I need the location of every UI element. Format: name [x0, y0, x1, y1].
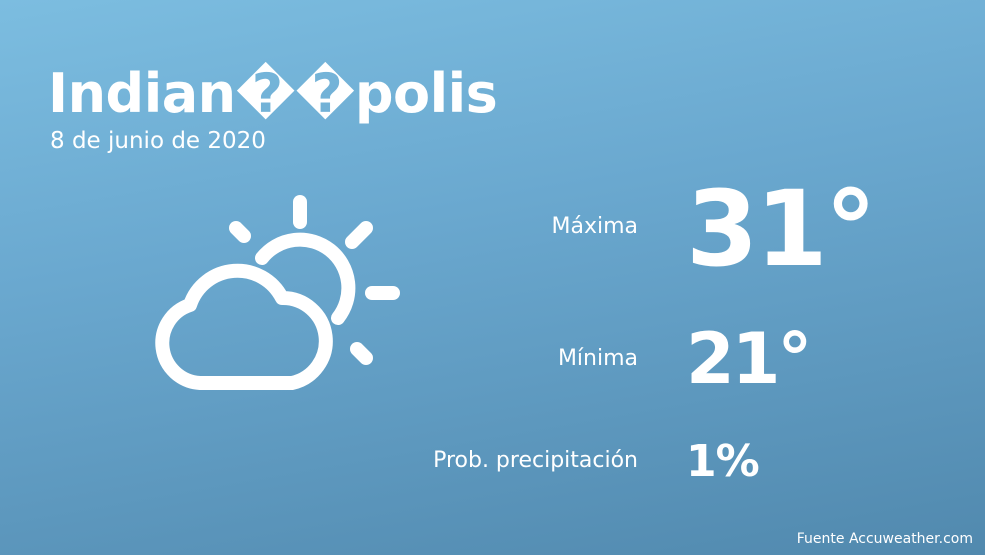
sun-ray [350, 342, 373, 365]
cloud [155, 263, 333, 390]
sun [255, 232, 356, 325]
city-title: Indian��polis [48, 62, 498, 125]
row-label: Máxima [551, 214, 638, 239]
sun-ray [229, 221, 251, 243]
row-value: 21° [686, 318, 812, 400]
row-label: Prob. precipitación [433, 448, 638, 473]
row-value: 1% [686, 436, 760, 487]
sun-ray [345, 221, 373, 249]
row-value: 31° [686, 168, 877, 290]
row-label: Mínima [557, 346, 638, 371]
source: Fuente Accuweather.com [796, 531, 973, 547]
date: 8 de junio de 2020 [50, 128, 266, 154]
